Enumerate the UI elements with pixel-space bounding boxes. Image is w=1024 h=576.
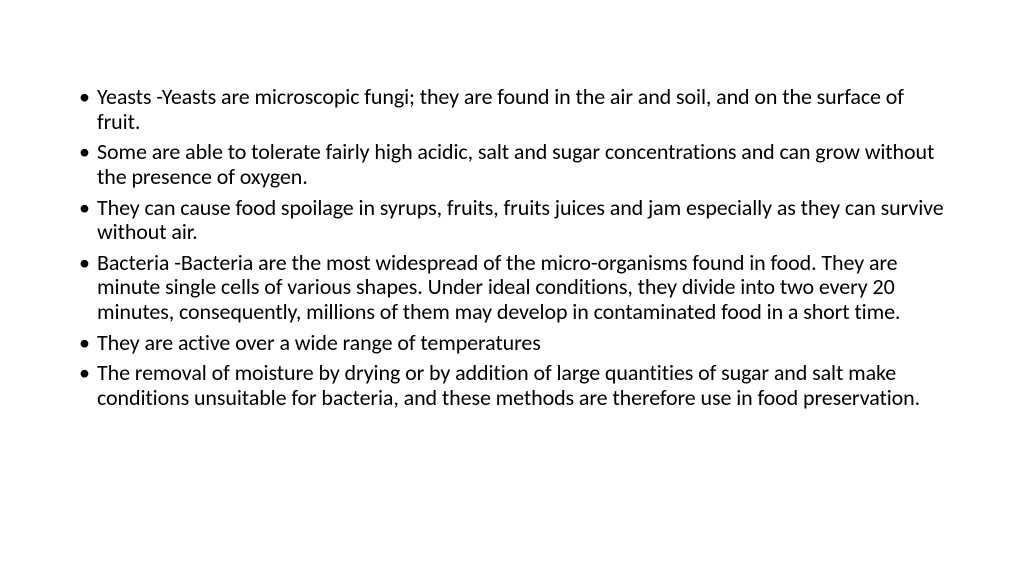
- list-item: The removal of moisture by drying or by …: [75, 361, 949, 410]
- bullet-list: Yeasts -Yeasts are microscopic fungi; th…: [75, 85, 949, 411]
- list-item: Bacteria -Bacteria are the most widespre…: [75, 251, 949, 325]
- list-item: They can cause food spoilage in syrups, …: [75, 196, 949, 245]
- list-item: They are active over a wide range of tem…: [75, 331, 949, 356]
- list-item: Yeasts -Yeasts are microscopic fungi; th…: [75, 85, 949, 134]
- list-item: Some are able to tolerate fairly high ac…: [75, 140, 949, 189]
